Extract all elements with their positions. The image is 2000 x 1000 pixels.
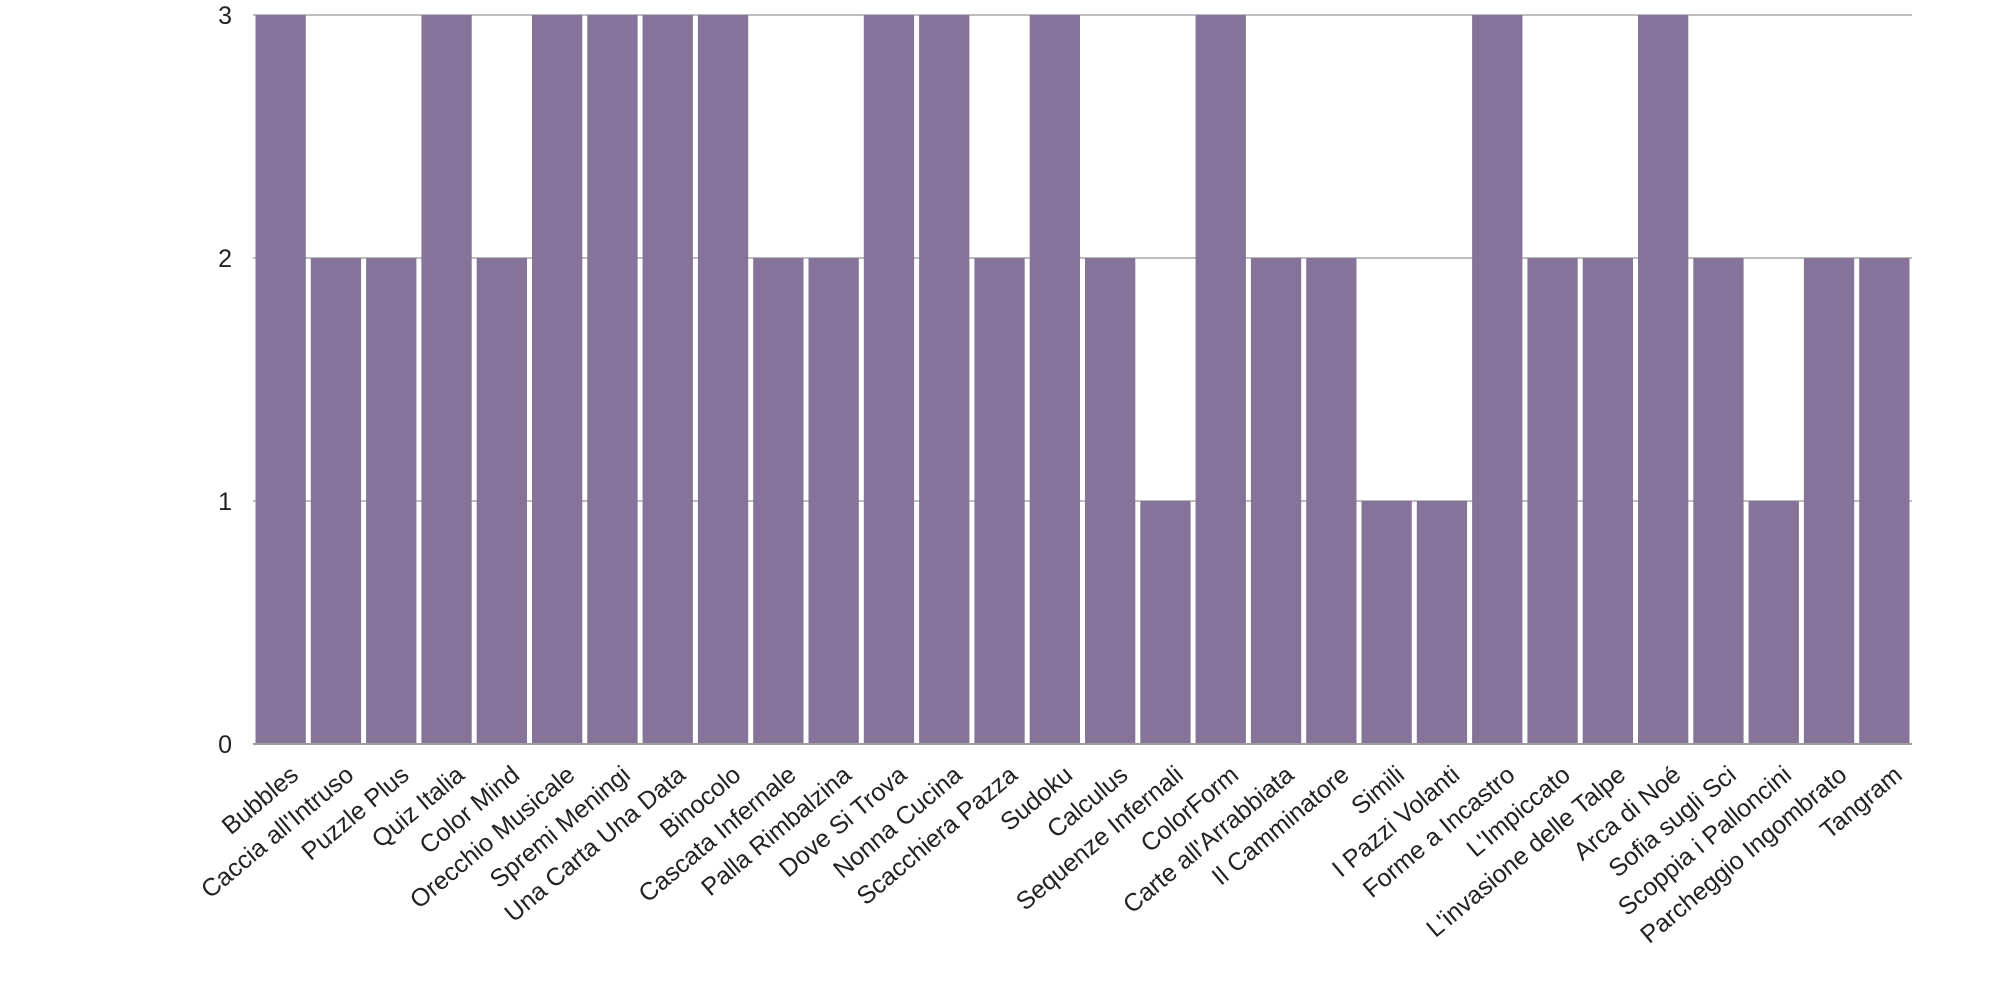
bar: [974, 258, 1025, 744]
bar: [421, 15, 472, 744]
bar: [642, 15, 693, 744]
bar: [1582, 258, 1633, 744]
bar: [1527, 258, 1578, 744]
bar: [753, 258, 804, 744]
bar: [1693, 258, 1744, 744]
bar: [255, 15, 306, 744]
bar: [1140, 501, 1191, 744]
bar: [366, 258, 417, 744]
grid-lines: [253, 14, 1912, 502]
bar: [1748, 501, 1799, 744]
bar: [1361, 501, 1412, 744]
bar: [808, 258, 859, 744]
y-tick-label: 0: [218, 731, 232, 759]
bars: [255, 15, 1910, 744]
bar: [532, 15, 583, 744]
bar: [1250, 258, 1302, 744]
bar: [863, 15, 915, 744]
y-tick-label: 1: [218, 488, 232, 516]
bar: [919, 15, 970, 744]
y-tick-label: 2: [218, 245, 232, 273]
bar: [1638, 15, 1689, 744]
bar: [1803, 258, 1855, 744]
bar: [1195, 15, 1246, 744]
bar: [1859, 258, 1910, 744]
bar: [1085, 258, 1136, 744]
bar: [1029, 15, 1080, 744]
bar: [1416, 501, 1468, 744]
y-tick-label: 3: [218, 2, 232, 30]
bar: [1472, 15, 1523, 744]
bar: [310, 258, 362, 744]
bar: [1306, 258, 1357, 744]
bar: [697, 15, 749, 744]
y-tick-labels: 0 1 2 3: [218, 2, 232, 759]
bar: [476, 258, 527, 744]
bar: [587, 15, 638, 744]
